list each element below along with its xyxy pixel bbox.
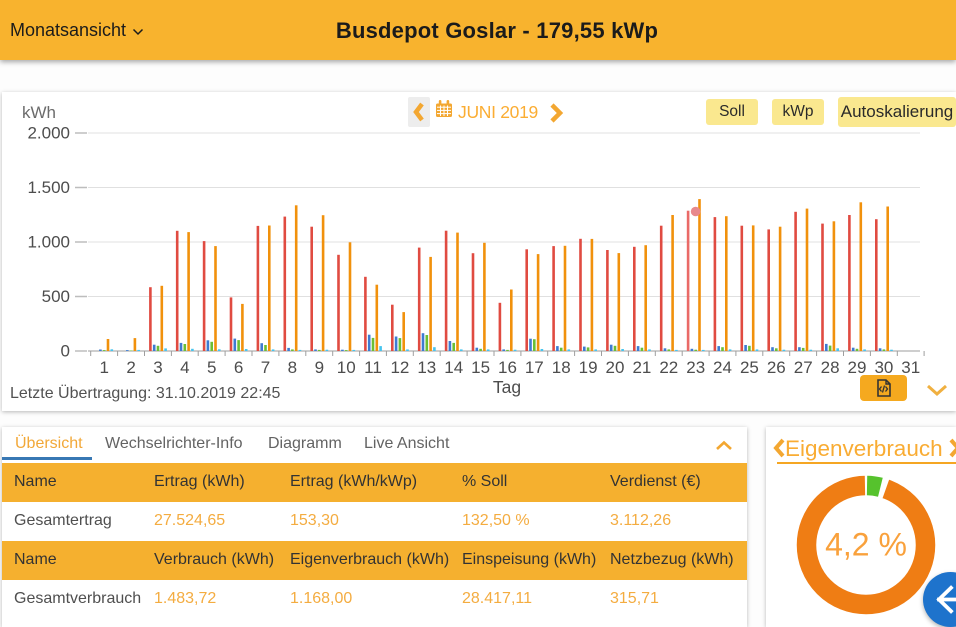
- svg-text:17: 17: [525, 358, 544, 377]
- svg-text:2.000: 2.000: [27, 124, 70, 143]
- svg-text:1.500: 1.500: [27, 178, 70, 197]
- svg-text:23: 23: [686, 358, 705, 377]
- svg-text:4: 4: [180, 358, 189, 377]
- svg-text:14: 14: [444, 358, 463, 377]
- svg-text:13: 13: [417, 358, 436, 377]
- svg-text:8: 8: [288, 358, 297, 377]
- svg-text:19: 19: [579, 358, 598, 377]
- svg-text:Tag: Tag: [493, 377, 521, 397]
- svg-text:31: 31: [901, 358, 920, 377]
- svg-text:7: 7: [261, 358, 270, 377]
- svg-text:11: 11: [364, 358, 382, 377]
- svg-text:26: 26: [767, 358, 786, 377]
- svg-text:28: 28: [821, 358, 840, 377]
- svg-text:24: 24: [713, 358, 732, 377]
- svg-text:16: 16: [498, 358, 517, 377]
- svg-text:25: 25: [740, 358, 759, 377]
- svg-text:21: 21: [632, 358, 651, 377]
- svg-text:12: 12: [390, 358, 409, 377]
- svg-text:30: 30: [874, 358, 893, 377]
- svg-text:20: 20: [606, 358, 625, 377]
- svg-text:10: 10: [337, 358, 356, 377]
- svg-text:500: 500: [42, 287, 70, 306]
- svg-text:9: 9: [315, 358, 324, 377]
- svg-text:6: 6: [234, 358, 243, 377]
- svg-text:0: 0: [61, 342, 70, 361]
- svg-text:1.000: 1.000: [27, 233, 70, 252]
- svg-text:18: 18: [552, 358, 571, 377]
- svg-text:5: 5: [207, 358, 216, 377]
- svg-text:2: 2: [126, 358, 135, 377]
- svg-text:22: 22: [659, 358, 678, 377]
- svg-text:1: 1: [99, 358, 108, 377]
- svg-text:29: 29: [848, 358, 867, 377]
- svg-text:27: 27: [794, 358, 813, 377]
- svg-text:15: 15: [471, 358, 490, 377]
- svg-text:3: 3: [153, 358, 162, 377]
